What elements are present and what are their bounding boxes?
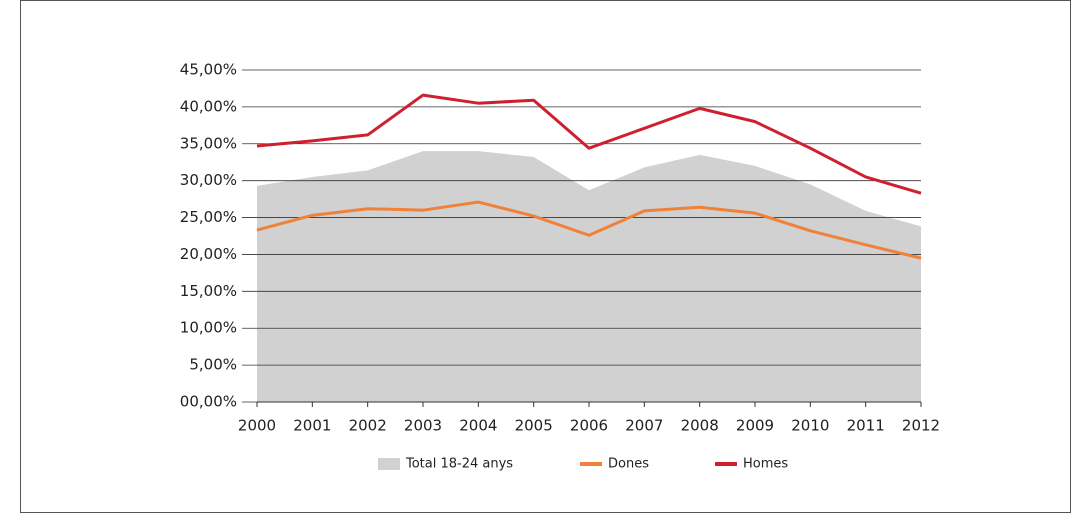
x-tick-label: 2000	[238, 417, 276, 435]
y-tick-label: 35,00%	[180, 134, 237, 152]
x-tick-label: 2008	[681, 417, 719, 435]
line	[256, 93, 922, 195]
x-tick-label: 2001	[293, 417, 331, 435]
x-tick-label: 2005	[515, 417, 553, 435]
y-tick-label: 30,00%	[180, 171, 237, 189]
legend-label: Total 18-24 anys	[405, 457, 513, 472]
x-tick-label: 2004	[459, 417, 497, 435]
x-tick-label: 2012	[902, 417, 940, 435]
y-tick-label: 10,00%	[180, 319, 237, 337]
frame	[20, 0, 1071, 513]
y-tick-label: 45,00%	[180, 61, 237, 79]
legend-swatch	[580, 462, 602, 466]
x-tick-label: 2011	[847, 417, 885, 435]
y-tick-label: 20,00%	[180, 245, 237, 263]
x-tick-label: 2006	[570, 417, 608, 435]
y-tick-label: 40,00%	[180, 97, 237, 115]
y-tick-label: 00,00%	[180, 393, 237, 411]
x-tick-label: 2007	[625, 417, 663, 435]
x-tick-label: 2009	[736, 417, 774, 435]
line	[256, 200, 922, 260]
legend-label: Homes	[743, 457, 788, 472]
legend-swatch	[715, 462, 737, 466]
area	[257, 151, 921, 402]
y-tick-label: 5,00%	[189, 356, 237, 374]
x-tick-label: 2010	[791, 417, 829, 435]
y-tick-label: 15,00%	[180, 282, 237, 300]
legend-label: Dones	[608, 457, 649, 472]
legend-swatch	[378, 458, 400, 470]
x-tick-label: 2002	[349, 417, 387, 435]
y-tick-label: 25,00%	[180, 208, 237, 226]
x-tick-label: 2003	[404, 417, 442, 435]
